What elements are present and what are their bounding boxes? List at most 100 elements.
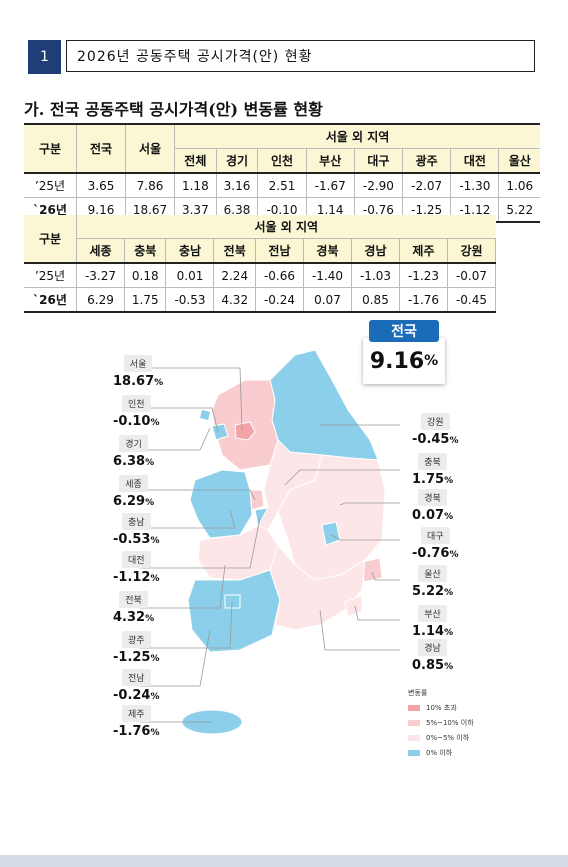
column-header: 세종 (76, 238, 125, 264)
table-cell: -1.67 (306, 173, 355, 198)
callout-value: 0.07 (412, 508, 445, 523)
row-label: `26년 (24, 287, 77, 313)
callout-value-wrap: -0.45% (412, 432, 459, 447)
column-header: 광주 (402, 148, 452, 174)
callout-unit: % (150, 654, 160, 664)
callout-value: -0.10 (113, 414, 151, 429)
region-seoul (234, 421, 256, 441)
callout-name: 전남 (121, 669, 151, 686)
callout-value: 1.14 (412, 624, 445, 639)
callout-gangwon: 강원 -0.45% (412, 410, 459, 447)
table-cell: 0.85 (351, 287, 400, 313)
legend-item: 10% 초과 (408, 703, 474, 713)
column-header: 대전 (450, 148, 500, 174)
callout-unit: % (150, 692, 160, 702)
callout-value-wrap: -0.53% (113, 532, 160, 547)
callout-jeonbuk: 전북 4.32% (113, 588, 154, 625)
table-cell: 3.16 (216, 173, 259, 198)
callout-chungbuk: 충북 1.75% (412, 450, 453, 487)
legend-swatch (408, 735, 420, 741)
korea-map (140, 349, 400, 735)
table-cell: 1.18 (174, 173, 217, 198)
region-busan (344, 594, 363, 617)
legend-label: 0%~5% 이하 (426, 734, 470, 742)
callout-name: 경기 (119, 435, 148, 452)
subheading: 가. 전국 공동주택 공시가격(안) 변동률 현황 (24, 100, 323, 119)
table-cell: -1.30 (450, 173, 500, 198)
callout-value-wrap: 6.38% (113, 454, 154, 469)
callout-unit: % (150, 418, 160, 428)
legend-title: 변동률 (408, 689, 428, 697)
callout-unit: % (444, 512, 454, 522)
callout-name: 전북 (119, 591, 148, 608)
callout-name: 대전 (121, 551, 151, 568)
table-cell: 0.07 (303, 287, 352, 313)
callout-unit: % (145, 498, 155, 508)
callout-name: 서울 (123, 355, 153, 372)
legend-swatch (408, 720, 420, 726)
callout-value: -1.25 (113, 650, 151, 665)
callout-daejeon: 대전 -1.12% (113, 548, 160, 585)
callout-unit: % (145, 458, 155, 468)
table-cell: 2.51 (257, 173, 307, 198)
header-group: 서울 외 지역 (76, 215, 496, 239)
cell-national: 3.65 (76, 173, 126, 198)
legend-swatch (408, 750, 420, 756)
legend-label: 10% 초과 (426, 704, 457, 712)
header-seoul: 서울 (125, 123, 175, 174)
table-row: `26년 6.29 1.75 -0.53 4.32 -0.24 0.07 0.85 -1.76-… (24, 287, 497, 313)
region-jeonnam (187, 569, 281, 653)
callout-name: 울산 (418, 565, 447, 582)
rate-table-1: 구분 전국 서울 서울 외 지역 전체 경기 인천 부산 대구 광주 대전 울산 ’25년 3.… (24, 123, 540, 223)
table-cell: 2.24 (213, 263, 256, 288)
header-gubun: 구분 (24, 215, 77, 264)
callout-unit: % (449, 550, 459, 560)
table-cell: 4.32 (213, 287, 256, 313)
callout-value-wrap: -0.24% (113, 688, 160, 703)
legend-swatch (408, 705, 420, 711)
callout-unit: % (150, 574, 160, 584)
table-cell: -1.23 (399, 263, 448, 288)
region-incheon (211, 423, 229, 441)
national-rate-unit: % (424, 353, 439, 369)
table-cell: -1.03 (351, 263, 400, 288)
map-legend: 변동률 10% 초과 5%~10% 이하 0%~5% 이하 0% 이하 (408, 688, 474, 758)
table-column-row: 전체 경기 인천 부산 대구 광주 대전 울산 (24, 148, 540, 174)
callout-value: -1.12 (113, 570, 151, 585)
table-row: ’25년 -3.27 0.18 0.01 2.24 -0.66 -1.40 -1.03 -1.2… (24, 263, 497, 288)
callout-value: 0.85 (412, 658, 445, 673)
region-chungnam (189, 469, 253, 539)
callout-unit: % (444, 628, 454, 638)
legend-item: 5%~10% 이하 (408, 718, 474, 728)
table-cell: -1.40 (303, 263, 352, 288)
callout-name: 충남 (121, 513, 151, 530)
callout-unit: % (444, 476, 454, 486)
callout-name: 대구 (420, 527, 450, 544)
section-header: 1 2026년 공동주택 공시가격(안) 현황 (28, 40, 537, 74)
cell-seoul: 7.86 (125, 173, 175, 198)
table-cell: -0.53 (165, 287, 215, 313)
callout-name: 경북 (418, 489, 447, 506)
column-header: 충북 (124, 238, 167, 264)
table-cell: -0.66 (255, 263, 304, 288)
table-cell: 0.01 (165, 263, 215, 288)
table-cell: -2.90 (354, 173, 404, 198)
callout-sejong: 세종 6.29% (113, 472, 154, 509)
callout-ulsan: 울산 5.22% (412, 562, 453, 599)
callout-unit: % (150, 728, 160, 738)
callout-value: 5.22 (412, 584, 445, 599)
callout-value-wrap: 4.32% (113, 610, 154, 625)
callout-value: -1.76 (113, 724, 151, 739)
table-cell: -0.45 (447, 287, 497, 313)
callout-value: 4.32 (113, 610, 146, 625)
callout-value-wrap: 1.14% (412, 624, 453, 639)
callout-name: 부산 (418, 605, 447, 622)
header-group: 서울 외 지역 (174, 123, 540, 149)
callout-value-wrap: 6.29% (113, 494, 154, 509)
callout-gyeongnam: 경남 0.85% (412, 636, 453, 673)
callout-value-wrap: 18.67% (113, 374, 163, 389)
column-header: 전북 (213, 238, 256, 264)
callout-incheon: 인천 -0.10% (113, 392, 160, 429)
column-header: 경남 (351, 238, 400, 264)
callout-value-wrap: -0.76% (412, 546, 459, 561)
